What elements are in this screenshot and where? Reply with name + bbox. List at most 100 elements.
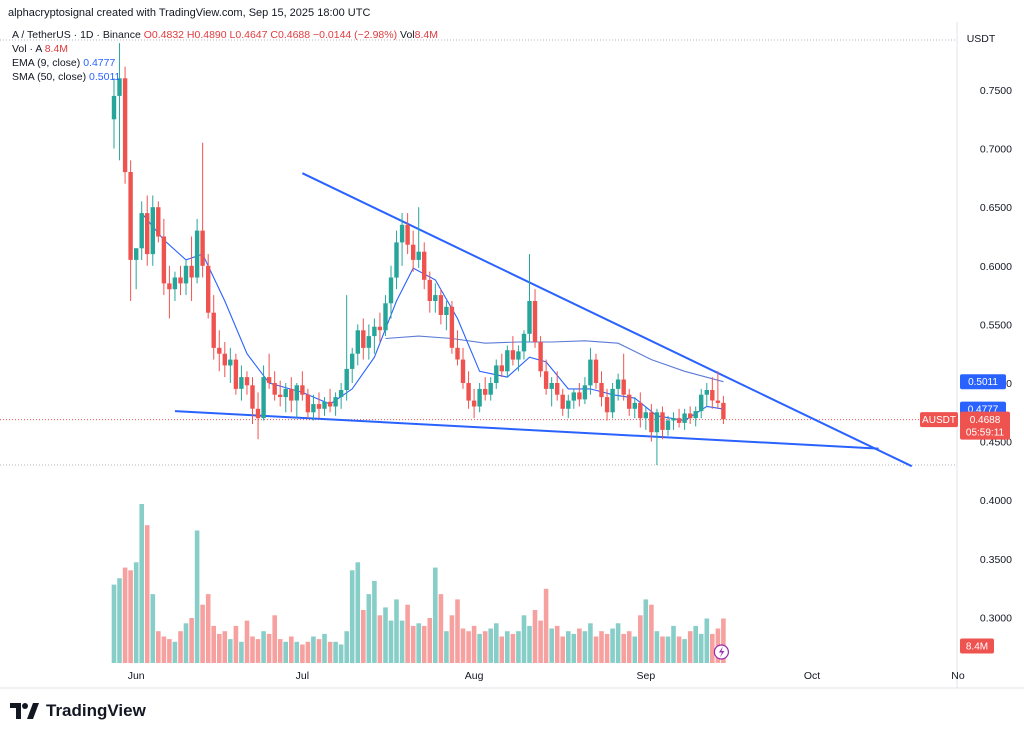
candle-body	[261, 377, 266, 419]
volume-bar	[449, 615, 455, 663]
volume-bar	[128, 570, 133, 664]
sma-badge: 0.5011	[968, 377, 998, 388]
volume-bar	[388, 620, 394, 663]
candle-body	[189, 265, 194, 278]
volume-bar	[560, 636, 565, 663]
y-tick-label: 0.6000	[980, 261, 1012, 273]
volume-bar	[255, 639, 261, 663]
volume-bar	[372, 580, 377, 663]
candle-body	[150, 207, 155, 255]
volume-bar	[410, 625, 416, 663]
volume-bar	[538, 620, 543, 663]
volume-bar	[554, 625, 560, 663]
volume-bar	[416, 623, 421, 664]
volume-bar	[289, 636, 294, 663]
ticker-badge-bg	[920, 412, 958, 428]
candle-body	[294, 385, 299, 401]
candle-body	[466, 383, 471, 401]
volume-bar	[167, 639, 172, 663]
candle-body	[355, 330, 360, 354]
candle-body	[383, 303, 388, 331]
x-tick-label: Jul	[296, 670, 309, 682]
candle-body	[665, 420, 671, 430]
candle-body	[676, 418, 682, 423]
y-tick-label: 0.3000	[980, 612, 1012, 624]
legend-volume-label: Vol · A	[12, 43, 42, 55]
candle-body	[411, 244, 416, 260]
candle-body	[122, 78, 128, 173]
y-tick-label: 0.6500	[980, 202, 1012, 214]
volume-bar	[349, 570, 355, 664]
candle-body	[405, 224, 410, 245]
candle-body	[327, 401, 333, 407]
candle-body	[433, 295, 438, 301]
volume-bar	[122, 567, 128, 663]
candle-body	[333, 397, 338, 407]
lightning-icon	[718, 646, 725, 658]
tradingview-logo[interactable]: TradingView	[10, 701, 146, 721]
candle-body	[543, 371, 549, 389]
volume-bar	[322, 633, 327, 663]
candle-body	[610, 388, 615, 413]
volume-bar	[477, 633, 482, 663]
volume-bar	[604, 633, 610, 663]
axis-badges: 0.5011 0.4777 AUSDT 0.4688 05:59:11 8.4M	[920, 374, 1010, 654]
candle-body	[649, 412, 654, 433]
sma-badge-bg	[960, 374, 1006, 390]
candle-body	[682, 413, 687, 423]
volume-bar	[133, 562, 139, 663]
candle-body	[272, 383, 277, 395]
x-tick-label: Oct	[804, 670, 820, 682]
candle-body	[388, 277, 394, 304]
volume-bar	[305, 641, 311, 663]
candle-body	[621, 379, 626, 395]
candle-body	[560, 394, 565, 409]
volume-bar	[466, 631, 471, 663]
y-tick-label: 0.7000	[980, 144, 1012, 156]
volume-bar	[366, 594, 372, 663]
legend-ohlc: O0.4832 H0.4890 L0.4647 C0.4688 −0.0144 …	[143, 29, 398, 41]
candle-body	[366, 336, 371, 348]
volume-bar	[599, 631, 604, 663]
volume-bar	[693, 625, 698, 663]
candle-body	[660, 412, 665, 430]
candle-body	[582, 385, 588, 400]
volume-bar	[499, 636, 505, 663]
moving-averages	[141, 212, 724, 422]
volume-bar	[338, 644, 344, 664]
candle-body	[350, 353, 355, 369]
tradingview-brand: TradingView	[46, 701, 146, 720]
legend-ema-row[interactable]: EMA (9, close) 0.4777	[12, 56, 438, 70]
candle-body	[305, 394, 311, 413]
volume-bar	[665, 636, 671, 663]
x-tick-label: No	[951, 670, 965, 682]
volume-bar	[394, 599, 399, 663]
candle-body	[311, 404, 316, 413]
y-tick-label: 0.3500	[980, 554, 1012, 566]
candle-body	[704, 390, 709, 395]
volume-bar	[710, 633, 715, 663]
tradingview-logo-icon	[10, 703, 39, 719]
volume-bar	[111, 584, 117, 663]
legend-volume-row[interactable]: Vol · A 8.4M	[12, 42, 438, 56]
legend-sma-row[interactable]: SMA (50, close) 0.5011	[12, 70, 438, 84]
candle-body	[217, 347, 222, 354]
volume-bar	[588, 623, 593, 664]
price-badge-bg	[960, 411, 1010, 440]
candle-body	[399, 224, 405, 243]
volume-bar	[361, 610, 366, 663]
candle-body	[422, 251, 427, 280]
candle-body	[449, 306, 455, 348]
volume-bar	[300, 644, 305, 664]
candle-body	[593, 359, 599, 383]
legend-vol-label: Vol	[400, 29, 415, 41]
candle-body	[372, 326, 377, 337]
trendlines	[174, 172, 913, 468]
volume-bar	[200, 604, 205, 663]
volume-bar	[327, 641, 333, 663]
candle-body	[438, 295, 444, 315]
volume-bar	[117, 578, 122, 663]
volume-bars	[111, 504, 730, 664]
candle-body	[599, 383, 604, 398]
candle-body	[145, 213, 150, 255]
